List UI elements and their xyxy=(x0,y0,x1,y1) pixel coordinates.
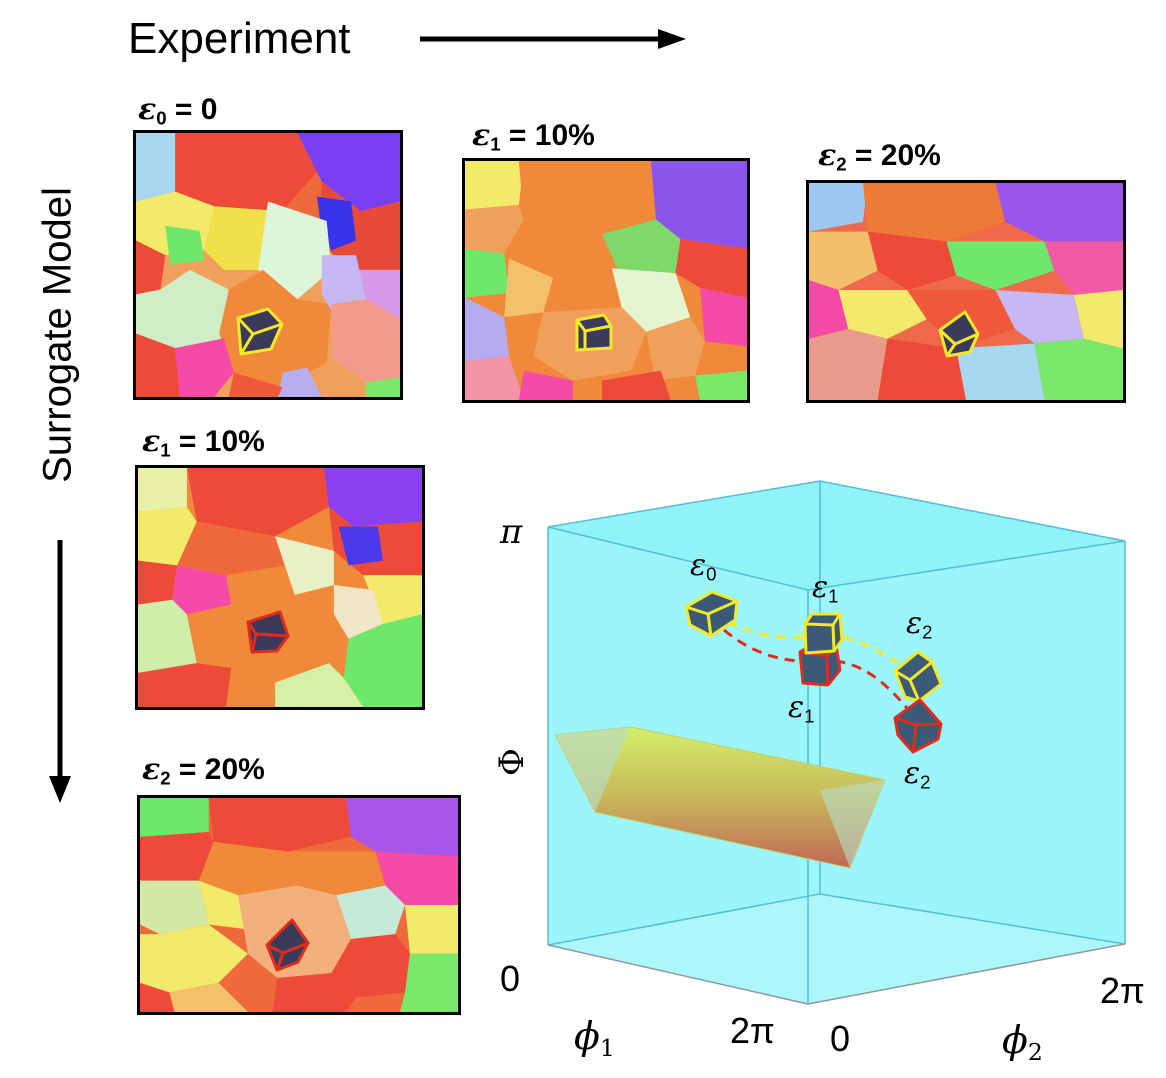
surrogate-arrow xyxy=(49,540,71,803)
ebsd-map-sur2 xyxy=(137,795,461,1015)
marker-label-exp-eps1: ε1 xyxy=(812,570,839,607)
cube-icon-exp1 xyxy=(575,313,613,352)
tick-two-pi-right: 2π xyxy=(1100,970,1145,1011)
marker-label-exp-eps2: ε2 xyxy=(906,606,933,643)
panel-title-sur2: ε2 = 20% xyxy=(142,752,265,789)
cube-icon-exp0 xyxy=(236,307,284,356)
cube-marker-exp-eps1 xyxy=(803,612,844,655)
cube-icon-sur2 xyxy=(265,918,310,972)
marker-label-exp-eps0: ε0 xyxy=(690,548,717,585)
panel-title-sur1: ε1 = 10% xyxy=(142,424,265,461)
ebsd-map-sur1 xyxy=(135,465,425,710)
panel-title-exp0: ε0 = 0 xyxy=(138,92,218,129)
marker-label-sur-eps2: ε2 xyxy=(904,756,931,793)
ebsd-map-exp2 xyxy=(806,180,1126,403)
axis-label-Phi: Φ xyxy=(491,748,532,776)
tick-zero-front: 0 xyxy=(830,1018,851,1059)
experiment-arrow xyxy=(420,29,686,49)
axis-label-phi1: ϕ1 xyxy=(574,1014,615,1063)
cube-marker-sur-eps2 xyxy=(893,698,943,754)
cube-icon-sur1 xyxy=(246,610,290,654)
cube-box-face-front-right xyxy=(808,541,1125,1004)
cube-box-edges-front xyxy=(547,943,1126,1005)
experiment-label: Experiment xyxy=(128,14,351,63)
tick-two-pi-front: 2π xyxy=(730,1010,775,1051)
tick-zero-left: 0 xyxy=(500,958,521,999)
panel-title-exp2: ε2 = 20% xyxy=(818,138,941,175)
ebsd-map-exp0 xyxy=(133,130,403,400)
cube-icon-exp2 xyxy=(938,310,980,358)
marker-label-sur-eps1: ε1 xyxy=(788,690,815,727)
cube-marker-exp-eps0 xyxy=(684,590,739,638)
axis-label-phi2: ϕ2 xyxy=(1002,1018,1043,1067)
fundamental-zone-wedge xyxy=(554,726,886,869)
cube-marker-exp-eps2 xyxy=(893,650,943,703)
panel-title-exp1: ε1 = 10% xyxy=(472,118,595,155)
experiment-trajectory xyxy=(711,613,916,677)
ebsd-map-exp1 xyxy=(462,158,750,403)
tick-pi: π xyxy=(500,512,523,552)
